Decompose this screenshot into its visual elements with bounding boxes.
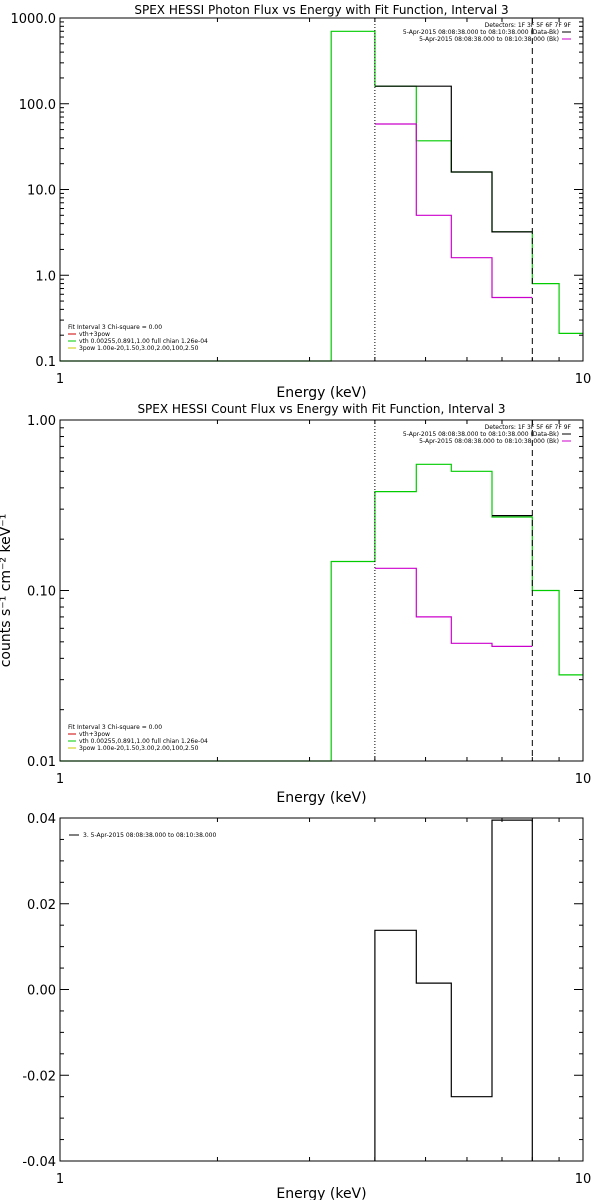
series-line-3 bbox=[374, 123, 533, 299]
x-axis-label: Energy (keV) bbox=[276, 1186, 366, 1200]
y-tick-label: 100.0 bbox=[19, 98, 56, 113]
legend-entry-label: vth+3pow bbox=[79, 731, 110, 738]
x-tick-label: 1 bbox=[56, 372, 64, 387]
legend-entry-label: vth 0.00255,0.891,1.00 full chian 1.26e-… bbox=[79, 338, 208, 345]
x-tick-label: 10 bbox=[575, 1172, 592, 1187]
legend-entry-label: 5-Apr-2015 08:08:38.000 to 08:10:38.000 … bbox=[419, 36, 559, 43]
series-line-2 bbox=[374, 85, 533, 233]
y-tick-label: -0.04 bbox=[22, 1155, 56, 1170]
y-tick-label: 10.0 bbox=[27, 184, 56, 199]
legend-entry-label: 5-Apr-2015 08:08:38.000 to 08:10:38.000 … bbox=[403, 29, 559, 36]
y-tick-label: 0.00 bbox=[27, 984, 56, 999]
y-tick-label: 1000.0 bbox=[11, 12, 57, 27]
fit-header: Fit Interval 3 Chi-square = 0.00 bbox=[68, 324, 162, 331]
x-tick-label: 10 bbox=[575, 372, 592, 387]
plot-frame bbox=[59, 817, 584, 1162]
series-line-3 bbox=[374, 567, 533, 647]
y-tick-label: 0.10 bbox=[27, 585, 56, 600]
series-line-1 bbox=[60, 463, 583, 762]
series-line-1 bbox=[60, 30, 583, 362]
plot-frame bbox=[59, 17, 584, 362]
x-axis-label: Energy (keV) bbox=[276, 790, 366, 806]
x-tick-label: 10 bbox=[575, 772, 592, 787]
x-tick-label: 1 bbox=[56, 1172, 64, 1187]
chart-title: SPEX HESSI Count Flux vs Energy with Fit… bbox=[137, 402, 505, 416]
legend-entry-label: vth+3pow bbox=[79, 331, 110, 338]
x-tick-label: 1 bbox=[56, 772, 64, 787]
x-axis-label: Energy (keV) bbox=[276, 385, 366, 401]
y-axis-label: counts s⁻¹ cm⁻² keV⁻¹ bbox=[0, 514, 14, 668]
y-tick-label: 1.00 bbox=[27, 414, 56, 429]
legend-entry-label: 3pow 1.00e-20,1.50,3.00,2.00,100,2.50 bbox=[79, 345, 199, 352]
legend-entry-label: 5-Apr-2015 08:08:38.000 to 08:10:38.000 … bbox=[403, 431, 559, 438]
y-tick-label: -0.02 bbox=[22, 1069, 56, 1084]
series-line-1 bbox=[374, 819, 533, 1161]
legend-entry-label: 5-Apr-2015 08:08:38.000 to 08:10:38.000 … bbox=[419, 438, 559, 445]
detectors-text: Detectors: 1F 3F 5F 6F 7F 9F bbox=[485, 424, 572, 431]
detectors-text: Detectors: 1F 3F 5F 6F 7F 9F bbox=[485, 22, 572, 29]
y-tick-label: 0.02 bbox=[27, 898, 56, 913]
legend-entry-label: 3. 5-Apr-2015 08:08:38.000 to 08:10:38.0… bbox=[83, 832, 216, 839]
y-tick-label: 0.1 bbox=[35, 355, 56, 370]
fit-header: Fit Interval 3 Chi-square = 0.00 bbox=[68, 724, 162, 731]
legend-entry-label: vth 0.00255,0.891,1.00 full chian 1.26e-… bbox=[79, 738, 208, 745]
y-tick-label: 0.04 bbox=[27, 812, 56, 827]
plot-frame bbox=[59, 419, 584, 762]
y-tick-label: 0.01 bbox=[27, 755, 56, 770]
legend-entry-label: 3pow 1.00e-20,1.50,3.00,2.00,100,2.50 bbox=[79, 745, 199, 752]
y-tick-label: 1.0 bbox=[35, 269, 56, 284]
chart-title: SPEX HESSI Photon Flux vs Energy with Fi… bbox=[134, 3, 508, 17]
